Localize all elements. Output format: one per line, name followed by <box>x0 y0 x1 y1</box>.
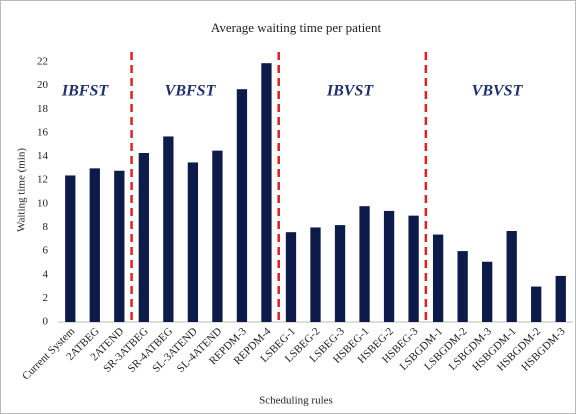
bar <box>138 153 149 322</box>
bar <box>236 89 248 322</box>
bar <box>359 206 370 322</box>
bar <box>408 215 419 322</box>
y-axis-title: Waiting time (min) <box>16 148 28 232</box>
y-tick-label: 4 <box>43 268 49 280</box>
bar <box>334 225 346 322</box>
bar <box>531 286 542 322</box>
bar <box>506 231 517 322</box>
group-label: IBVST <box>326 83 374 100</box>
bar <box>383 210 395 322</box>
bar <box>212 150 223 322</box>
y-tick-label: 14 <box>37 150 49 162</box>
bar <box>285 232 297 322</box>
bar <box>555 275 566 322</box>
bar <box>261 63 272 322</box>
bar <box>114 170 125 322</box>
y-tick-label: 0 <box>43 316 49 328</box>
bar <box>163 136 174 322</box>
y-tick-label: 16 <box>37 126 49 138</box>
bar <box>187 162 199 322</box>
bar <box>89 168 100 322</box>
y-tick-label: 8 <box>43 221 49 233</box>
y-tick-label: 12 <box>37 174 48 186</box>
bar <box>457 251 468 322</box>
bar <box>65 175 76 322</box>
bar <box>432 234 444 322</box>
y-tick-label: 2 <box>43 292 49 304</box>
y-tick-label: 18 <box>37 103 49 115</box>
chart-title: Average waiting time per patient <box>211 20 382 35</box>
y-tick-label: 6 <box>43 245 49 257</box>
bar <box>482 261 493 322</box>
x-axis-title: Scheduling rules <box>259 395 333 407</box>
y-tick-label: 20 <box>37 79 49 91</box>
y-tick-label: 22 <box>37 56 48 68</box>
group-label: VBFST <box>165 83 217 100</box>
bar <box>310 227 321 322</box>
group-label: IBFST <box>61 83 109 100</box>
y-tick-label: 10 <box>37 197 49 209</box>
group-label: VBVST <box>472 83 524 100</box>
